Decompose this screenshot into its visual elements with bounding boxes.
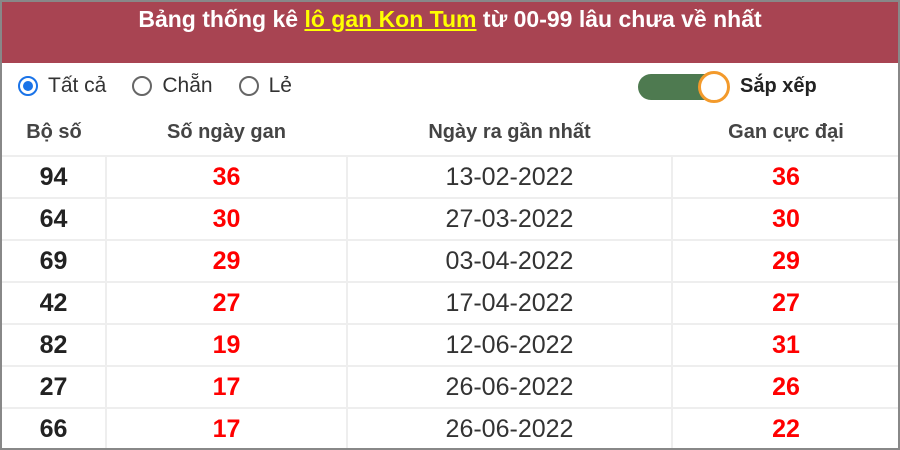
pair-number-cell: 94	[2, 156, 107, 199]
days-gan-cell: 19	[105, 324, 348, 367]
lo-gan-link[interactable]: lô gan Kon Tum	[304, 6, 477, 32]
last-date-cell: 03-04-2022	[346, 240, 673, 283]
column-header: Ngày ra gần nhất	[347, 109, 672, 157]
toggle-knob[interactable]	[698, 71, 730, 103]
page-title: Bảng thống kê lô gan Kon Tum từ 00-99 lâ…	[2, 2, 898, 63]
radio-even[interactable]: Chẵn	[132, 74, 213, 98]
column-header: Số ngày gan	[106, 109, 347, 157]
max-gan-cell: 29	[671, 240, 898, 283]
sort-toggle[interactable]	[638, 71, 730, 103]
days-gan-cell: 29	[105, 240, 348, 283]
days-gan-cell: 36	[105, 156, 348, 199]
pair-number-cell: 64	[2, 198, 107, 241]
last-date-cell: 26-06-2022	[346, 408, 673, 448]
table-row: 69 29 03-04-2022 29	[2, 240, 898, 283]
last-date-cell: 13-02-2022	[346, 156, 673, 199]
radio-icon[interactable]	[238, 76, 259, 96]
sort-label: Sắp xếp	[740, 75, 817, 97]
max-gan-cell: 22	[671, 408, 898, 448]
radio-odd[interactable]: Lẻ	[238, 74, 292, 98]
pair-number-cell: 82	[2, 324, 107, 367]
days-gan-cell: 30	[105, 198, 348, 241]
radio-icon[interactable]	[18, 76, 38, 96]
table-row: 82 19 12-06-2022 31	[2, 324, 898, 367]
max-gan-cell: 30	[671, 198, 898, 241]
last-date-cell: 17-04-2022	[346, 282, 673, 325]
radio-all[interactable]: Tất cả	[18, 74, 106, 98]
pair-number-cell: 42	[2, 282, 107, 325]
lo-gan-table: Bộ số Số ngày gan Ngày ra gần nhất Gan cực …	[2, 109, 898, 448]
days-gan-cell: 27	[105, 282, 348, 325]
radio-icon[interactable]	[132, 76, 153, 96]
last-date-cell: 26-06-2022	[346, 366, 673, 409]
last-date-cell: 12-06-2022	[346, 324, 673, 367]
max-gan-cell: 27	[671, 282, 898, 325]
table-row: 64 30 27-03-2022 30	[2, 198, 898, 241]
max-gan-cell: 31	[671, 324, 898, 367]
column-header: Bộ số	[2, 109, 106, 157]
table-row: 27 17 26-06-2022 26	[2, 366, 898, 409]
last-date-cell: 27-03-2022	[346, 198, 673, 241]
pair-number-cell: 66	[2, 408, 107, 448]
table-row: 66 17 26-06-2022 22	[2, 408, 898, 448]
column-header: Gan cực đại	[672, 109, 898, 157]
days-gan-cell: 17	[105, 408, 348, 448]
table-row: 42 27 17-04-2022 27	[2, 282, 898, 325]
max-gan-cell: 36	[671, 156, 898, 199]
table-row: 94 36 13-02-2022 36	[2, 156, 898, 199]
filter-bar: Tất cả Chẵn Lẻ Sắp xếp	[2, 63, 898, 109]
pair-number-cell: 27	[2, 366, 107, 409]
max-gan-cell: 26	[671, 366, 898, 409]
pair-number-cell: 69	[2, 240, 107, 283]
days-gan-cell: 17	[105, 366, 348, 409]
